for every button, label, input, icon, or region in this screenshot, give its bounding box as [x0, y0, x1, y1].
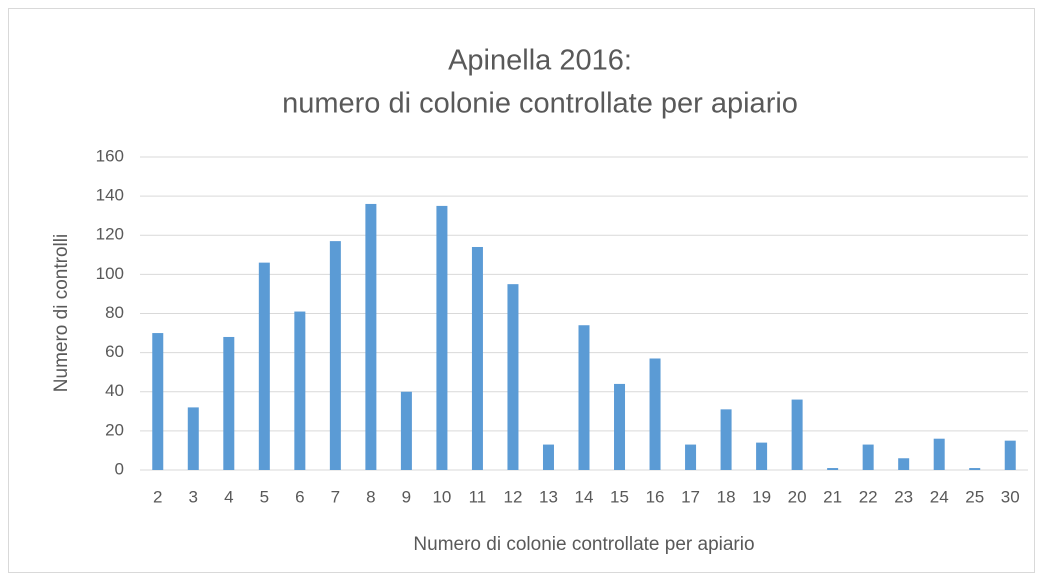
bar: [756, 442, 768, 470]
x-tick-label: 11: [469, 487, 487, 506]
bar: [933, 438, 945, 470]
x-tick-label: 23: [894, 487, 913, 506]
y-tick-label: 60: [105, 342, 124, 361]
x-tick-label: 13: [539, 487, 558, 506]
x-tick-label: 20: [788, 487, 807, 506]
bar: [400, 391, 412, 470]
x-tick-label: 22: [859, 487, 878, 506]
bar: [258, 262, 270, 470]
y-tick-label: 20: [105, 420, 124, 439]
bar: [791, 399, 803, 470]
x-tick-label: 18: [717, 487, 736, 506]
bar: [827, 468, 839, 470]
bar: [471, 246, 483, 470]
x-tick-label: 3: [189, 487, 198, 506]
chart-title: Apinella 2016:: [448, 45, 632, 77]
x-tick-label: 7: [331, 487, 340, 506]
chart-title: numero di colonie controllate per apiari…: [282, 88, 798, 120]
x-tick-label: 2: [153, 487, 162, 506]
bar: [685, 444, 697, 470]
y-tick-label: 160: [96, 146, 124, 165]
bar: [862, 444, 874, 470]
x-tick-label: 24: [930, 487, 949, 506]
y-tick-label: 120: [96, 225, 124, 244]
x-tick-label: 9: [402, 487, 411, 506]
bar: [542, 444, 554, 470]
bar: [152, 333, 164, 470]
bar: [578, 325, 590, 470]
bar: [507, 284, 519, 470]
chart-frame: [8, 8, 1035, 573]
y-tick-label: 40: [105, 381, 124, 400]
bar: [329, 241, 341, 470]
x-tick-label: 4: [224, 487, 233, 506]
x-tick-label: 14: [575, 487, 594, 506]
bar: [223, 336, 235, 470]
bar: [294, 311, 306, 470]
y-tick-label: 0: [115, 459, 124, 478]
y-tick-label: 80: [105, 303, 124, 322]
bar: [1004, 440, 1016, 470]
x-tick-label: 21: [823, 487, 842, 506]
y-tick-label: 100: [96, 264, 124, 283]
x-tick-label: 8: [366, 487, 375, 506]
x-tick-label: 30: [1001, 487, 1020, 506]
y-tick-label: 140: [96, 186, 124, 205]
x-tick-label: 16: [646, 487, 665, 506]
x-tick-label: 10: [432, 487, 451, 506]
x-tick-label: 5: [260, 487, 269, 506]
bar: [898, 458, 910, 470]
bar: [187, 407, 199, 470]
bar: [614, 383, 626, 470]
y-axis-title: Numero di controlli: [51, 234, 72, 392]
bar: [365, 203, 377, 470]
x-tick-label: 25: [965, 487, 984, 506]
x-tick-label: 6: [295, 487, 304, 506]
x-tick-label: 17: [681, 487, 700, 506]
x-axis-title: Numero di colonie controllate per apiari…: [413, 534, 754, 555]
bar: [649, 358, 661, 470]
bar: [969, 468, 981, 470]
x-tick-label: 12: [503, 487, 522, 506]
x-tick-label: 19: [752, 487, 771, 506]
x-tick-label: 15: [610, 487, 629, 506]
bar: [720, 409, 732, 470]
bar: [436, 205, 448, 470]
